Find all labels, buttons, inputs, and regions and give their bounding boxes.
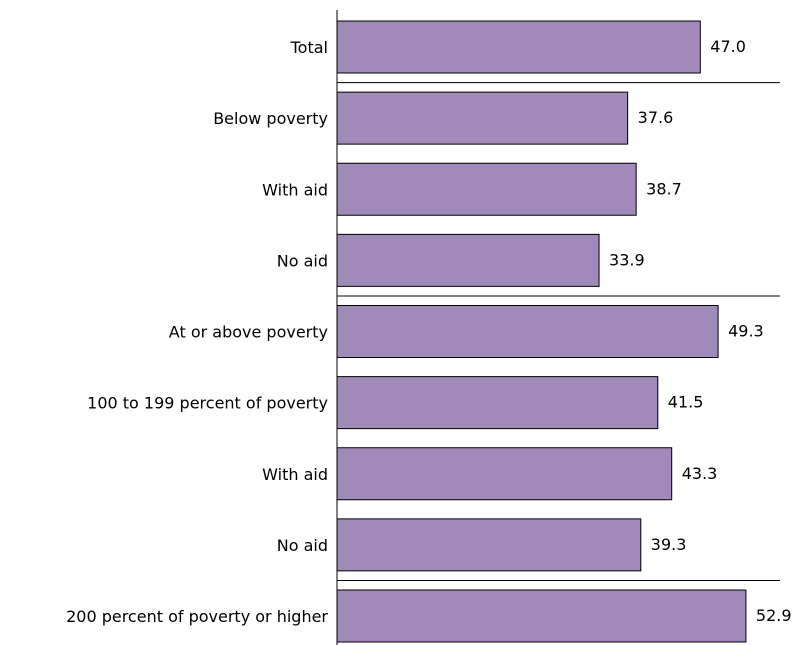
category-label: With aid — [262, 465, 328, 484]
value-label: 47.0 — [710, 37, 746, 56]
bar — [336, 518, 642, 572]
category-label: 200 percent of poverty or higher — [66, 607, 328, 626]
value-label: 41.5 — [668, 393, 704, 412]
bar — [336, 233, 600, 287]
value-label: 33.9 — [609, 250, 645, 269]
value-label: 43.3 — [682, 464, 718, 483]
value-label: 52.9 — [756, 606, 792, 625]
value-label: 49.3 — [728, 322, 764, 341]
category-label: Below poverty — [213, 109, 328, 128]
value-label: 37.6 — [638, 108, 674, 127]
bar — [336, 20, 701, 74]
bar — [336, 376, 659, 430]
category-label: Total — [290, 38, 328, 57]
bar — [336, 589, 747, 643]
bars — [336, 20, 747, 643]
value-label: 39.3 — [651, 535, 687, 554]
category-label: No aid — [277, 251, 328, 270]
bar — [336, 447, 673, 501]
bar — [336, 305, 719, 358]
value-label: 38.7 — [646, 179, 682, 198]
group-separators — [337, 82, 780, 581]
bar — [336, 91, 629, 145]
value-labels: 47.0 37.6 38.7 33.9 49.3 41.5 43.3 39.3 52.9 — [609, 37, 791, 625]
category-label: 100 to 199 percent of poverty — [87, 394, 328, 413]
category-label: With aid — [262, 180, 328, 199]
category-labels: Total Below poverty With aid No aid At or ab… — [66, 38, 328, 626]
category-label: At or above poverty — [169, 323, 328, 342]
category-label: No aid — [277, 536, 328, 555]
bar — [336, 162, 637, 216]
